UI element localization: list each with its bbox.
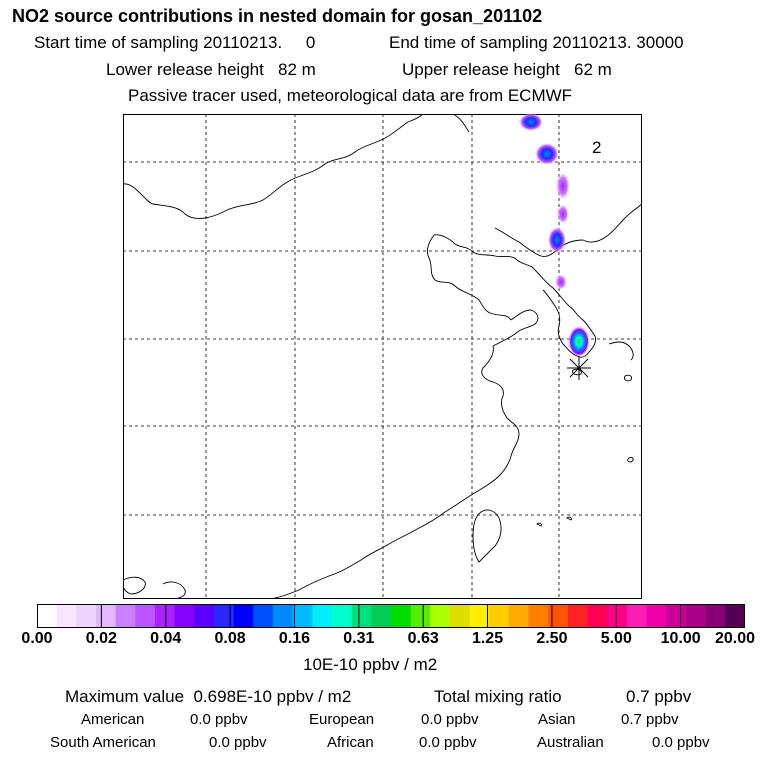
colorbar-cell — [155, 604, 176, 628]
colorbar-cell — [607, 604, 628, 628]
region-value: 0.7 ppbv — [621, 711, 679, 728]
map-label-2: 2 — [592, 138, 601, 157]
colorbar-cell — [548, 604, 569, 628]
colorbar-tick-label: 5.00 — [600, 630, 632, 647]
region-value: 0.0 ppbv — [419, 734, 477, 751]
colorbar-tick-label: 0.31 — [343, 630, 375, 647]
tracer-plume — [519, 114, 590, 356]
figure-title: NO2 source contributions in nested domai… — [12, 6, 543, 26]
upper-release-height: Upper release height 62 m — [402, 60, 612, 79]
model-note: Passive tracer used, meteorological data… — [128, 86, 573, 105]
colorbar-cell — [666, 604, 687, 628]
region-name: Asian — [538, 711, 576, 728]
colorbar-cell — [312, 604, 333, 628]
colorbar-cell — [332, 604, 353, 628]
colorbar-cell — [725, 604, 745, 628]
colorbar-cell — [627, 604, 648, 628]
colorbar-cell — [273, 604, 294, 628]
colorbar-cell — [233, 604, 254, 628]
colorbar-cell — [410, 604, 431, 628]
colorbar-cell — [587, 604, 608, 628]
colorbar-tick-label: 0.00 — [21, 630, 53, 647]
colorbar-cell — [135, 604, 156, 628]
colorbar-cell — [76, 604, 97, 628]
colorbar-cell — [96, 604, 117, 628]
colorbar-tick-label: 10.00 — [660, 630, 701, 647]
map-frame — [123, 114, 642, 599]
colorbar-cell — [194, 604, 215, 628]
region-value: 0.0 ppbv — [652, 734, 710, 751]
colorbar-tick-label: 1.25 — [471, 630, 504, 647]
colorbar — [37, 604, 745, 628]
colorbar-cell — [37, 604, 58, 628]
colorbar-cell — [686, 604, 707, 628]
colorbar-cell — [430, 604, 451, 628]
colorbar-cell — [469, 604, 490, 628]
colorbar-cell — [568, 604, 589, 628]
colorbar-cell — [253, 604, 274, 628]
region-name: Australian — [537, 734, 604, 751]
region-name: South American — [50, 734, 156, 751]
colorbar-cell — [56, 604, 77, 628]
colorbar-tick-label: 20.00 — [714, 630, 756, 647]
colorbar-cell — [450, 604, 471, 628]
colorbar-cell — [174, 604, 195, 628]
total-mixing-ratio-value: 0.7 ppbv — [626, 687, 692, 706]
coastlines-and-borders — [123, 114, 642, 599]
colorbar-cell — [292, 604, 313, 628]
colorbar-tick-label: 0.02 — [85, 630, 117, 647]
colorbar-cell — [351, 604, 372, 628]
receptor-marker — [567, 356, 591, 380]
total-mixing-ratio-label: Total mixing ratio — [434, 687, 562, 706]
sampling-end: End time of sampling 20110213. 30000 — [389, 33, 684, 52]
sampling-start: Start time of sampling 20110213. 0 — [34, 33, 316, 52]
colorbar-cell — [214, 604, 235, 628]
colorbar-tick-label: 0.04 — [150, 630, 182, 647]
colorbar-cell — [371, 604, 392, 628]
region-name: American — [81, 711, 145, 728]
region-name: African — [327, 734, 374, 751]
colorbar-cell — [489, 604, 510, 628]
maximum-value: Maximum value 0.698E-10 ppbv / m2 — [65, 687, 352, 706]
colorbar-tick-label: 0.16 — [278, 630, 311, 647]
lower-release-height: Lower release height 82 m — [106, 60, 316, 79]
colorbar-tick-label: 2.50 — [536, 630, 568, 647]
colorbar-unit: 10E-10 ppbv / m2 — [303, 655, 438, 674]
region-value: 0.0 ppbv — [190, 711, 248, 728]
colorbar-cell — [509, 604, 530, 628]
colorbar-cell — [705, 604, 726, 628]
region-name: European — [309, 711, 375, 728]
colorbar-cell — [115, 604, 136, 628]
colorbar-cell — [528, 604, 549, 628]
colorbar-cell — [646, 604, 667, 628]
colorbar-tick-label: 0.08 — [214, 630, 246, 647]
colorbar-tick-label: 0.63 — [407, 630, 439, 647]
map-panel: 2 — [123, 114, 642, 599]
colorbar-cell — [391, 604, 412, 628]
region-value: 0.0 ppbv — [421, 711, 479, 728]
region-value: 0.0 ppbv — [209, 734, 267, 751]
